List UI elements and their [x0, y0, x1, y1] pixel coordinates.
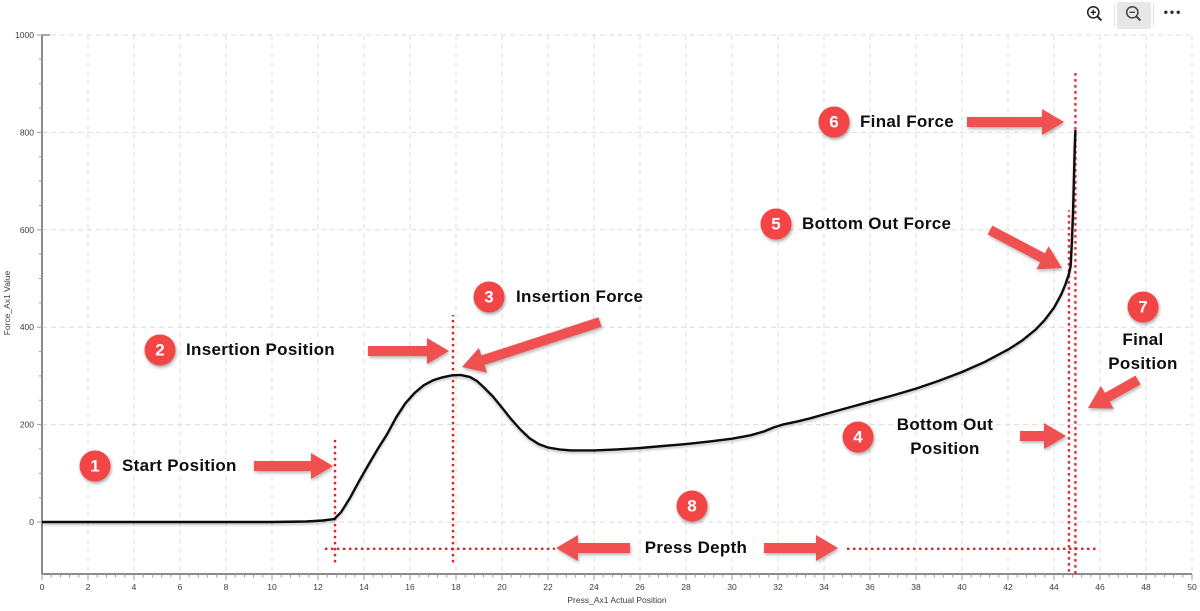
- svg-text:8: 8: [224, 582, 229, 592]
- force-curve: [42, 129, 1077, 524]
- axis-layer: [41, 34, 1192, 575]
- zoom-out-button[interactable]: [1117, 1, 1151, 29]
- grid-layer: [42, 34, 1193, 574]
- svg-text:40: 40: [957, 582, 967, 592]
- svg-text:2: 2: [86, 582, 91, 592]
- ellipsis-icon: •••: [1163, 5, 1183, 19]
- arrow-layer: [254, 109, 1141, 561]
- svg-text:200: 200: [20, 420, 34, 430]
- svg-text:800: 800: [20, 127, 34, 137]
- annotation-6-arrow: [967, 109, 1064, 135]
- svg-text:48: 48: [1141, 582, 1151, 592]
- svg-text:44: 44: [1049, 582, 1059, 592]
- svg-text:1000: 1000: [15, 30, 34, 40]
- tick-layer: 0 2 4 6 8 10 12 14 16 18 20 22 24 26 28 30 32 34 36 38 40 42 4…: [15, 30, 1197, 592]
- marker-line-layer: [324, 71, 1098, 574]
- svg-text:32: 32: [773, 582, 783, 592]
- svg-text:24: 24: [589, 582, 599, 592]
- chart-toolbar: •••: [1078, 1, 1190, 29]
- svg-text:36: 36: [865, 582, 875, 592]
- svg-text:34: 34: [819, 582, 829, 592]
- svg-text:22: 22: [543, 582, 553, 592]
- annotation-4-arrow: [1020, 423, 1066, 449]
- svg-text:28: 28: [681, 582, 691, 592]
- toolbar-separator: [1153, 4, 1154, 26]
- svg-text:16: 16: [405, 582, 415, 592]
- svg-text:26: 26: [635, 582, 645, 592]
- svg-text:600: 600: [20, 225, 34, 235]
- svg-text:50: 50: [1187, 582, 1197, 592]
- svg-text:46: 46: [1095, 582, 1105, 592]
- curve-layer: [42, 129, 1077, 524]
- zoom-out-icon: [1124, 4, 1144, 27]
- annotation-8-arrow-1: [764, 535, 838, 561]
- annotation-3-arrow: [462, 317, 602, 373]
- x-axis-title: Press_Ax1 Actual Position: [567, 595, 667, 605]
- svg-text:0: 0: [40, 582, 45, 592]
- svg-text:38: 38: [911, 582, 921, 592]
- annotation-2-arrow: [368, 338, 449, 364]
- zoom-in-icon: [1085, 4, 1105, 27]
- annotation-1-arrow: [254, 453, 333, 479]
- svg-text:30: 30: [727, 582, 737, 592]
- svg-text:10: 10: [267, 582, 277, 592]
- annotation-8-arrow: [556, 535, 630, 561]
- svg-text:0: 0: [29, 517, 34, 527]
- svg-text:400: 400: [20, 322, 34, 332]
- svg-text:4: 4: [132, 582, 137, 592]
- svg-text:20: 20: [497, 582, 507, 592]
- svg-text:14: 14: [359, 582, 369, 592]
- svg-text:12: 12: [313, 582, 323, 592]
- svg-text:18: 18: [451, 582, 461, 592]
- annotation-5-arrow: [987, 225, 1062, 270]
- more-options-button[interactable]: •••: [1156, 2, 1190, 29]
- toolbar-separator: [1114, 4, 1115, 26]
- zoom-in-button[interactable]: [1078, 2, 1112, 29]
- svg-text:42: 42: [1003, 582, 1013, 592]
- svg-text:6: 6: [178, 582, 183, 592]
- y-axis-title: Force_Ax1 Value: [2, 270, 12, 336]
- annotation-7-arrow: [1088, 375, 1141, 409]
